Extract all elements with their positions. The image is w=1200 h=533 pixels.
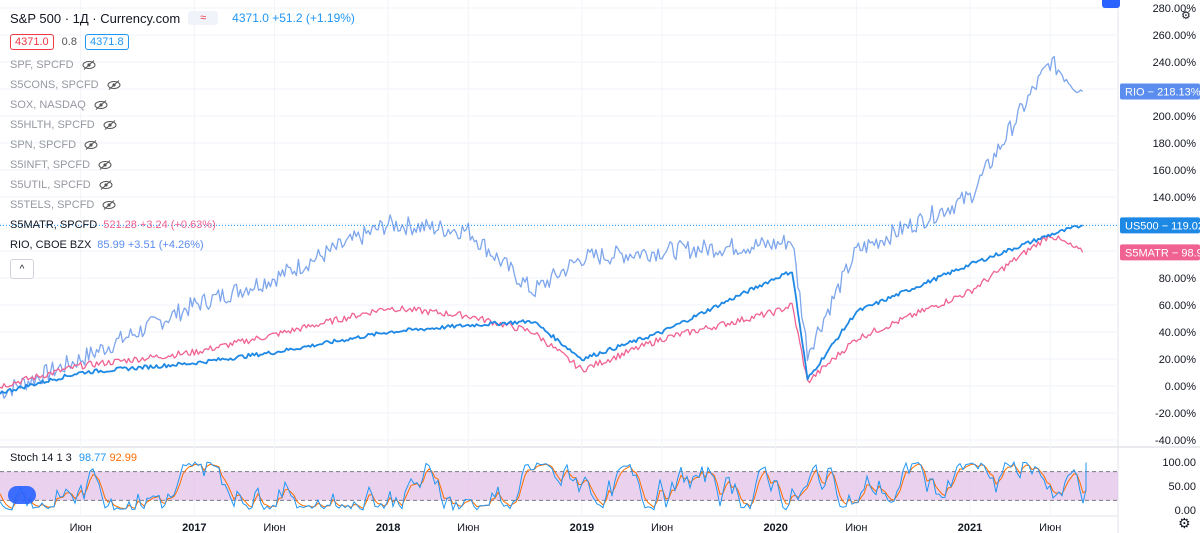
x-tick-label: 2020 (763, 522, 787, 533)
series-line-s5matr (0, 234, 1084, 389)
marker-us500: US500 − 119.02% (1120, 217, 1200, 234)
spread-value: 0.8 (61, 36, 77, 48)
time-axis: Июн 2017 Июн 2018 Июн 2019 Июн 2020 Июн 2021 Июн (70, 522, 1062, 533)
hidden-symbol-label: SPF, SPCFD (10, 59, 74, 71)
hidden-eye-icon[interactable] (98, 160, 112, 170)
y-tick-label: 180.00% (1153, 138, 1197, 150)
marker-label: RIO − 218.13% (1125, 87, 1200, 99)
hidden-eye-icon[interactable] (84, 140, 98, 150)
y-tick-label: 40.00% (1159, 327, 1197, 339)
bid-box[interactable]: 4371.0 (10, 34, 54, 50)
hidden-symbol-label: S5INFT, SPCFD (10, 159, 91, 171)
x-tick-label: Июн (70, 522, 92, 533)
stoch-k-value: 98.77 (78, 452, 107, 464)
x-tick-label: Июн (457, 522, 479, 533)
bid-ask-row: 4371.0 0.8 4371.8 (10, 32, 355, 52)
marker-rio: RIO − 218.13% (1120, 83, 1200, 100)
hidden-eye-icon[interactable] (102, 200, 116, 210)
hidden-symbols-list: SPF, SPCFD S5CONS, SPCFD SOX, NASDAQ S5HLTH… (10, 55, 355, 215)
stoch-tick-label: 100.00 (1162, 457, 1196, 469)
stoch-tick-label: 0.00 (1175, 505, 1196, 517)
stoch-tick-label: 50.00 (1168, 481, 1196, 493)
active-symbols-list: S5MATR, SPCFD 521.28 +3.24 (+0.63%) RIO, C… (10, 215, 355, 255)
y-tick-label: 200.00% (1153, 111, 1197, 123)
y-tick-label: 240.00% (1153, 57, 1197, 69)
marker-s5matr: S5MATR − 98.96% (1120, 244, 1200, 261)
hidden-eye-icon[interactable] (94, 100, 108, 110)
hidden-symbol-row[interactable]: S5INFT, SPCFD (10, 155, 355, 175)
marker-label: S5MATR − 98.96% (1125, 247, 1200, 259)
y-tick-label: 140.00% (1153, 192, 1197, 204)
y-tick-label: 60.00% (1159, 300, 1197, 312)
hidden-symbol-label: SPN, SPCFD (10, 139, 77, 151)
y-tick-label: -40.00% (1155, 435, 1196, 447)
hidden-eye-icon[interactable] (99, 180, 113, 190)
stoch-k-line (0, 460, 1087, 512)
main-change-values: 4371.0 +51.2 (+1.19%) (232, 11, 355, 25)
stoch-d-value: 92.99 (109, 452, 137, 464)
tradingview-logo[interactable] (8, 486, 36, 504)
hidden-symbol-row[interactable]: SPF, SPCFD (10, 55, 355, 75)
wave-icon[interactable]: ≈ (188, 11, 219, 25)
y-tick-label: 260.00% (1153, 30, 1197, 42)
stoch-band (0, 471, 1118, 501)
hidden-symbol-label: S5HLTH, SPCFD (10, 119, 95, 131)
settings-gear-icon[interactable]: ⚙ (1178, 515, 1191, 531)
x-tick-label: Июн (263, 522, 285, 533)
hidden-symbol-row[interactable]: SOX, NASDAQ (10, 95, 355, 115)
hidden-symbol-label: S5UTIL, SPCFD (10, 179, 91, 191)
hidden-eye-icon[interactable] (82, 60, 96, 70)
series-layer (0, 55, 1118, 399)
y-tick-label: 160.00% (1153, 165, 1197, 177)
hidden-symbol-label: SOX, NASDAQ (10, 99, 86, 111)
x-tick-label: 2018 (376, 522, 400, 533)
active-symbol-row[interactable]: S5MATR, SPCFD 521.28 +3.24 (+0.63%) (10, 215, 355, 235)
x-tick-label: 2017 (182, 522, 206, 533)
main-symbol-row: S&P 500 · 1Д · Currency.com ≈ 4371.0 +51… (10, 8, 355, 28)
x-tick-label: Июн (651, 522, 673, 533)
marker-label: US500 − 119.02% (1125, 220, 1200, 232)
x-tick-label: 2021 (958, 522, 982, 533)
y-tick-label: 0.00% (1165, 381, 1196, 393)
x-tick-label: 2019 (570, 522, 594, 533)
hidden-symbol-row[interactable]: S5CONS, SPCFD (10, 75, 355, 95)
stoch-pane: 100.00 50.00 0.00 (0, 457, 1196, 517)
active-symbol-row[interactable]: RIO, CBOE BZX 85.99 +3.51 (+4.26%) (10, 235, 355, 255)
hidden-symbol-label: S5CONS, SPCFD (10, 79, 99, 91)
hidden-eye-icon[interactable] (103, 120, 117, 130)
active-symbol-values: 521.28 +3.24 (+0.63%) (103, 219, 216, 231)
top-right-button[interactable] (1102, 0, 1120, 8)
series-line-us500 (0, 224, 1083, 395)
hidden-symbol-label: S5TELS, SPCFD (10, 199, 95, 211)
y-tick-label: 20.00% (1159, 354, 1197, 366)
axis-gear-icon[interactable]: ⚙ (1181, 10, 1191, 22)
active-symbol-label: S5MATR, SPCFD (10, 219, 98, 231)
y-tick-label: -20.00% (1155, 408, 1196, 420)
hidden-eye-icon[interactable] (107, 80, 121, 90)
hidden-symbol-row[interactable]: S5HLTH, SPCFD (10, 115, 355, 135)
stoch-label[interactable]: Stoch 14 1 3 (10, 452, 72, 464)
main-symbol-title[interactable]: S&P 500 · 1Д · Currency.com (10, 10, 181, 26)
collapse-legend-button[interactable]: ^ (10, 259, 34, 279)
hidden-symbol-row[interactable]: S5UTIL, SPCFD (10, 175, 355, 195)
last-value-markers: US500 − 119.02% RIO − 218.13% S5MATR − 98.… (1120, 83, 1200, 261)
x-tick-label: Июн (1039, 522, 1061, 533)
y-tick-label: 80.00% (1159, 273, 1197, 285)
y-tick-label: 280.00% (1153, 3, 1197, 15)
stoch-d-line (0, 463, 1087, 510)
stoch-legend: Stoch 14 1 3 98.77 92.99 (10, 452, 137, 464)
x-tick-label: Июн (845, 522, 867, 533)
hidden-symbol-row[interactable]: S5TELS, SPCFD (10, 195, 355, 215)
active-symbol-label: RIO, CBOE BZX (10, 239, 92, 251)
series-line-rio (0, 55, 1083, 399)
active-symbol-values: 85.99 +3.51 (+4.26%) (97, 239, 204, 251)
hidden-symbol-row[interactable]: SPN, SPCFD (10, 135, 355, 155)
ask-box[interactable]: 4371.8 (84, 34, 129, 50)
chart-legend: S&P 500 · 1Д · Currency.com ≈ 4371.0 +51… (10, 8, 355, 279)
